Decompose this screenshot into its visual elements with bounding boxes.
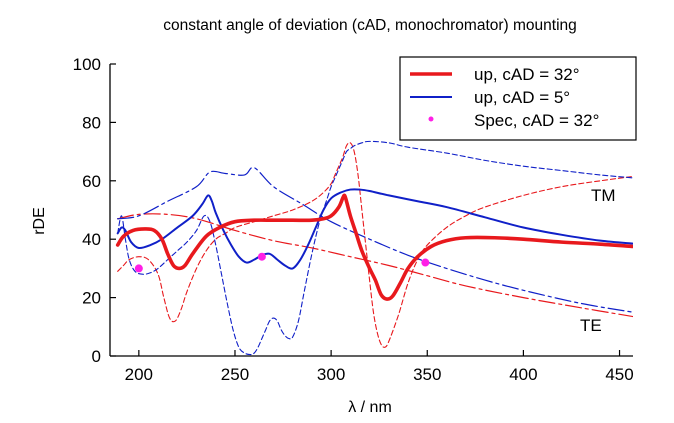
legend: up, cAD = 32° up, cAD = 5° Spec, cAD = 3… bbox=[399, 56, 637, 141]
y-tick-label: 80 bbox=[82, 113, 101, 132]
x-tick-label: 200 bbox=[125, 365, 153, 384]
x-tick-label: 350 bbox=[413, 365, 441, 384]
legend-swatch-spec bbox=[428, 116, 434, 122]
legend-label-spec: Spec, cAD = 32° bbox=[474, 111, 599, 130]
annotation-te: TE bbox=[580, 316, 602, 335]
y-tick-label: 0 bbox=[92, 347, 101, 366]
x-tick-label: 400 bbox=[509, 365, 537, 384]
series-line-up-cad-5 bbox=[116, 188, 633, 270]
y-tick-label: 100 bbox=[73, 55, 101, 74]
y-tick-label: 40 bbox=[82, 230, 101, 249]
x-axis-label: λ / nm bbox=[348, 399, 392, 416]
chart-title: constant angle of deviation (cAD, monoch… bbox=[163, 17, 577, 34]
x-tick-label: 300 bbox=[317, 365, 345, 384]
annotation-tm: TM bbox=[591, 186, 616, 205]
series-line-tm-blue bbox=[117, 140, 633, 356]
series-line-tm-red bbox=[117, 141, 633, 348]
plot-area: 200 250 300 350 400 450 0 20 40 60 80 100 bbox=[73, 55, 634, 384]
x-tick-label: 250 bbox=[221, 365, 249, 384]
series-line-te-red bbox=[117, 213, 633, 318]
series-line-up-cad-32 bbox=[115, 193, 633, 301]
legend-label-blue: up, cAD = 5° bbox=[474, 88, 570, 107]
spec-point bbox=[421, 258, 430, 267]
x-tick-label: 450 bbox=[605, 365, 633, 384]
legend-box bbox=[399, 56, 637, 141]
series-line-te-blue bbox=[117, 166, 633, 313]
legend-label-red: up, cAD = 32° bbox=[474, 65, 580, 84]
y-axis-label: rDE bbox=[31, 207, 48, 235]
y-tick-label: 20 bbox=[82, 289, 101, 308]
spec-point bbox=[257, 252, 266, 261]
y-tick-label: 60 bbox=[82, 172, 101, 191]
spec-point bbox=[134, 264, 143, 273]
